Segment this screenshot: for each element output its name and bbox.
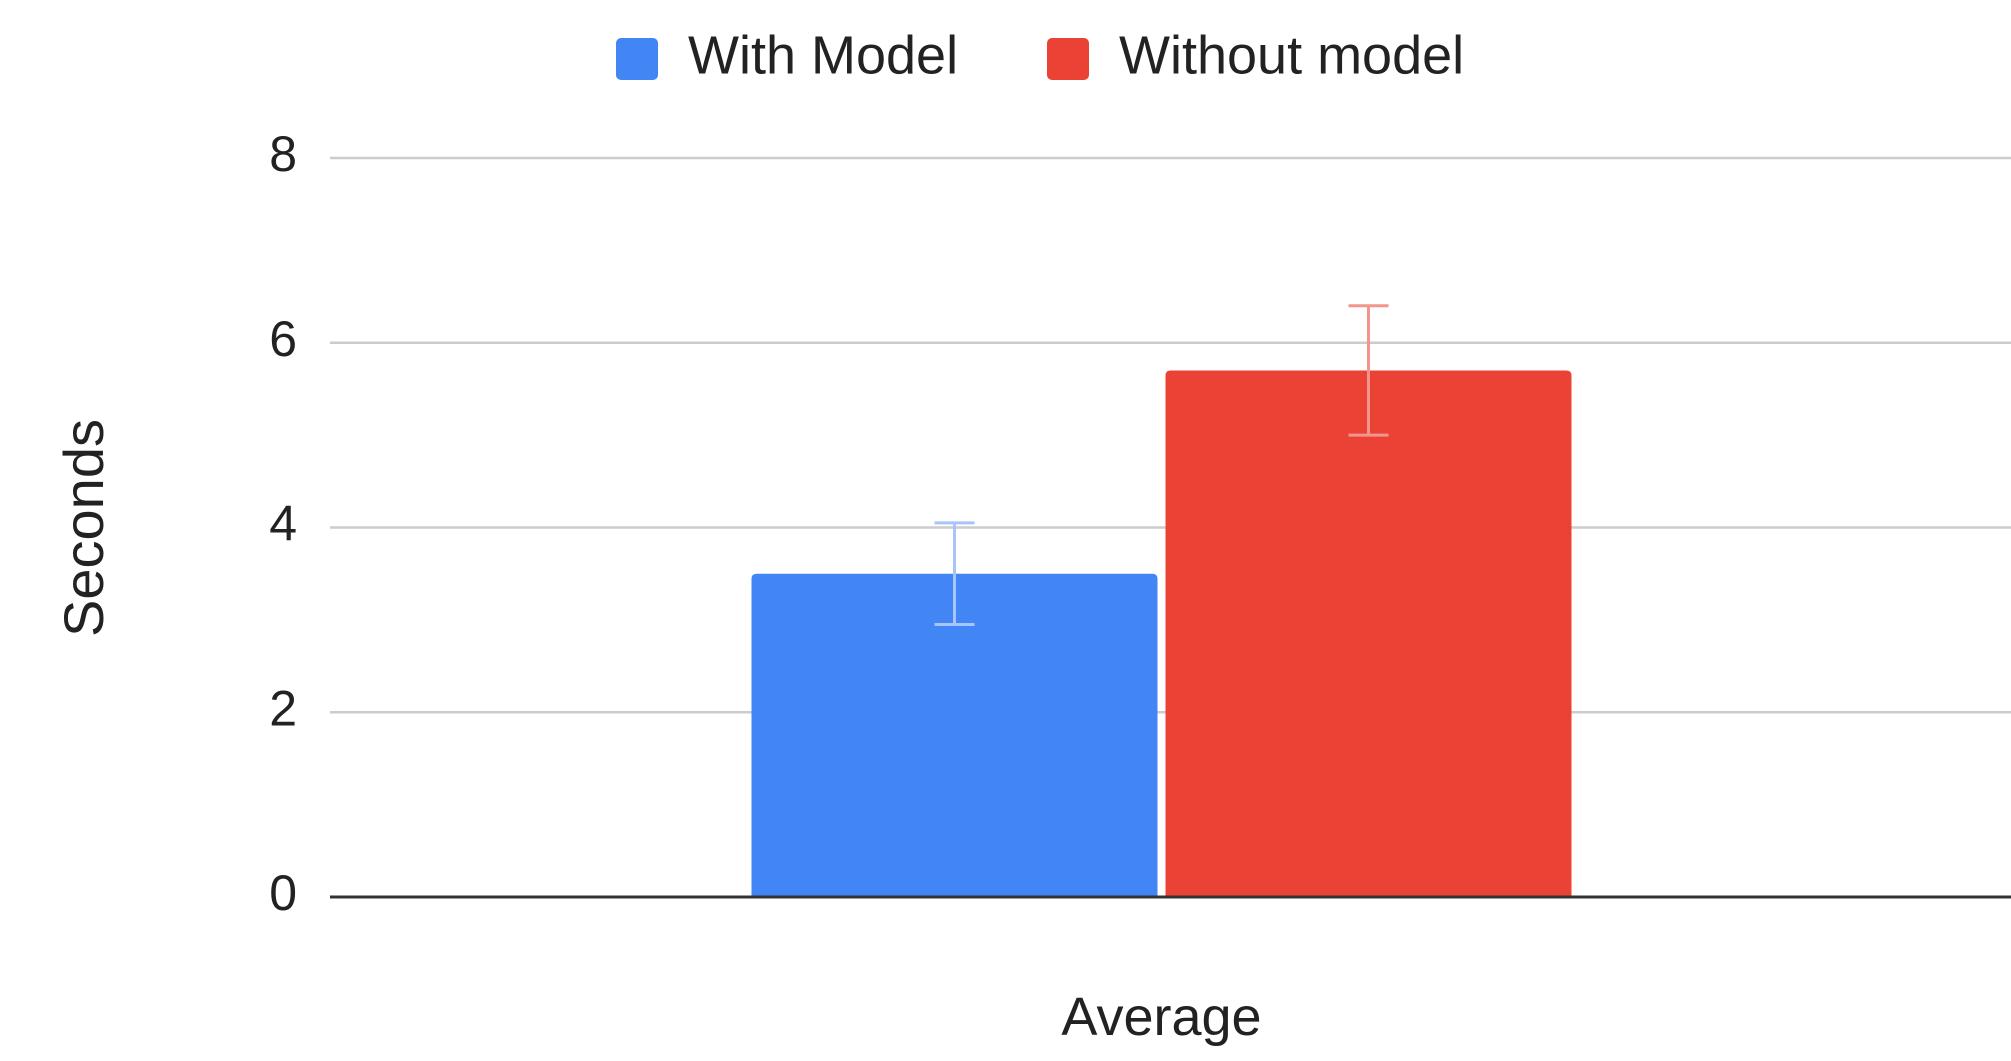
- legend-item: With Model: [616, 25, 958, 85]
- bar-without-model: [1165, 370, 1572, 897]
- x-category-label: Average: [1061, 987, 1261, 1047]
- error-bar: [934, 521, 975, 626]
- legend-label: With Model: [688, 25, 958, 85]
- bars: [751, 370, 1572, 897]
- y-tick-label: 6: [269, 311, 297, 367]
- legend-item: Without model: [1047, 25, 1464, 85]
- y-axis-title: Seconds: [52, 419, 115, 637]
- category-labels: Average: [1061, 987, 1261, 1047]
- legend-label: Without model: [1119, 25, 1464, 85]
- bar-with-model: [751, 573, 1158, 897]
- y-tick-label: 2: [269, 680, 297, 736]
- error-bar: [1348, 304, 1389, 437]
- y-tick-label: 4: [269, 496, 297, 552]
- error-bars: [934, 304, 1389, 626]
- y-axis-ticks: 0 2 4 6 8: [269, 126, 297, 921]
- legend-swatch: [1047, 38, 1089, 80]
- legend: With Model Without model: [616, 25, 1464, 85]
- y-tick-label: 0: [269, 865, 297, 921]
- legend-swatch: [616, 38, 658, 80]
- y-tick-label: 8: [269, 126, 297, 182]
